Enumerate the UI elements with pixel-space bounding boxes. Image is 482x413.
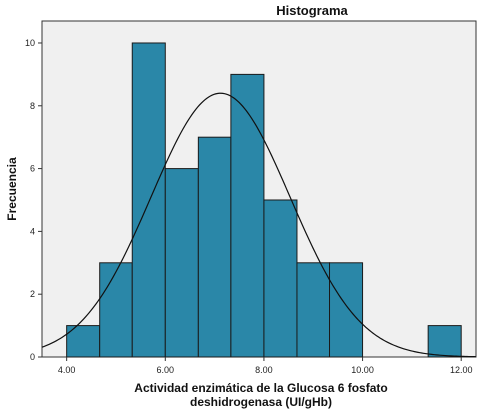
y-axis-label: Frecuencia [5,157,19,221]
histogram-bar-1 [99,262,133,358]
x-tick-label-1: 6.00 [157,365,175,375]
y-tick-label-4: 8 [30,101,35,111]
histogram-bar-4 [197,136,232,358]
normal-curve [41,92,477,358]
histogram-bar-5 [230,73,265,358]
x-tick-label-3: 10.00 [351,365,374,375]
bars-layer [66,42,462,358]
x-tick-label-2: 8.00 [255,365,273,375]
chart-title: Histograma [276,3,348,18]
x-tick-label-0: 4.00 [58,365,76,375]
histogram-bar-6 [263,199,298,358]
histogram-bar-2 [131,42,166,358]
y-tick-label-1: 2 [30,289,35,299]
x-axis-label-line-2: deshidrogenasa (UI/gHb) [190,395,332,409]
histogram-bar-11 [427,325,462,358]
y-tick-label-2: 4 [30,226,35,236]
histogram-bar-0 [66,325,101,358]
x-axis: 4.00 6.00 8.00 10.00 12.00 [58,357,473,375]
x-tick-label-4: 12.00 [450,365,473,375]
histogram-bar-3 [164,168,199,358]
x-axis-label-line-1: Actividad enzimática de la Glucosa 6 fos… [134,381,387,395]
y-tick-label-0: 0 [30,352,35,362]
normal-curve-layer [41,92,477,358]
histogram-bar-8 [329,262,364,358]
y-tick-label-3: 6 [30,164,35,174]
y-axis: 0 2 4 6 8 10 [25,38,42,362]
y-tick-label-5: 10 [25,38,35,48]
histogram-bar-7 [296,262,331,358]
